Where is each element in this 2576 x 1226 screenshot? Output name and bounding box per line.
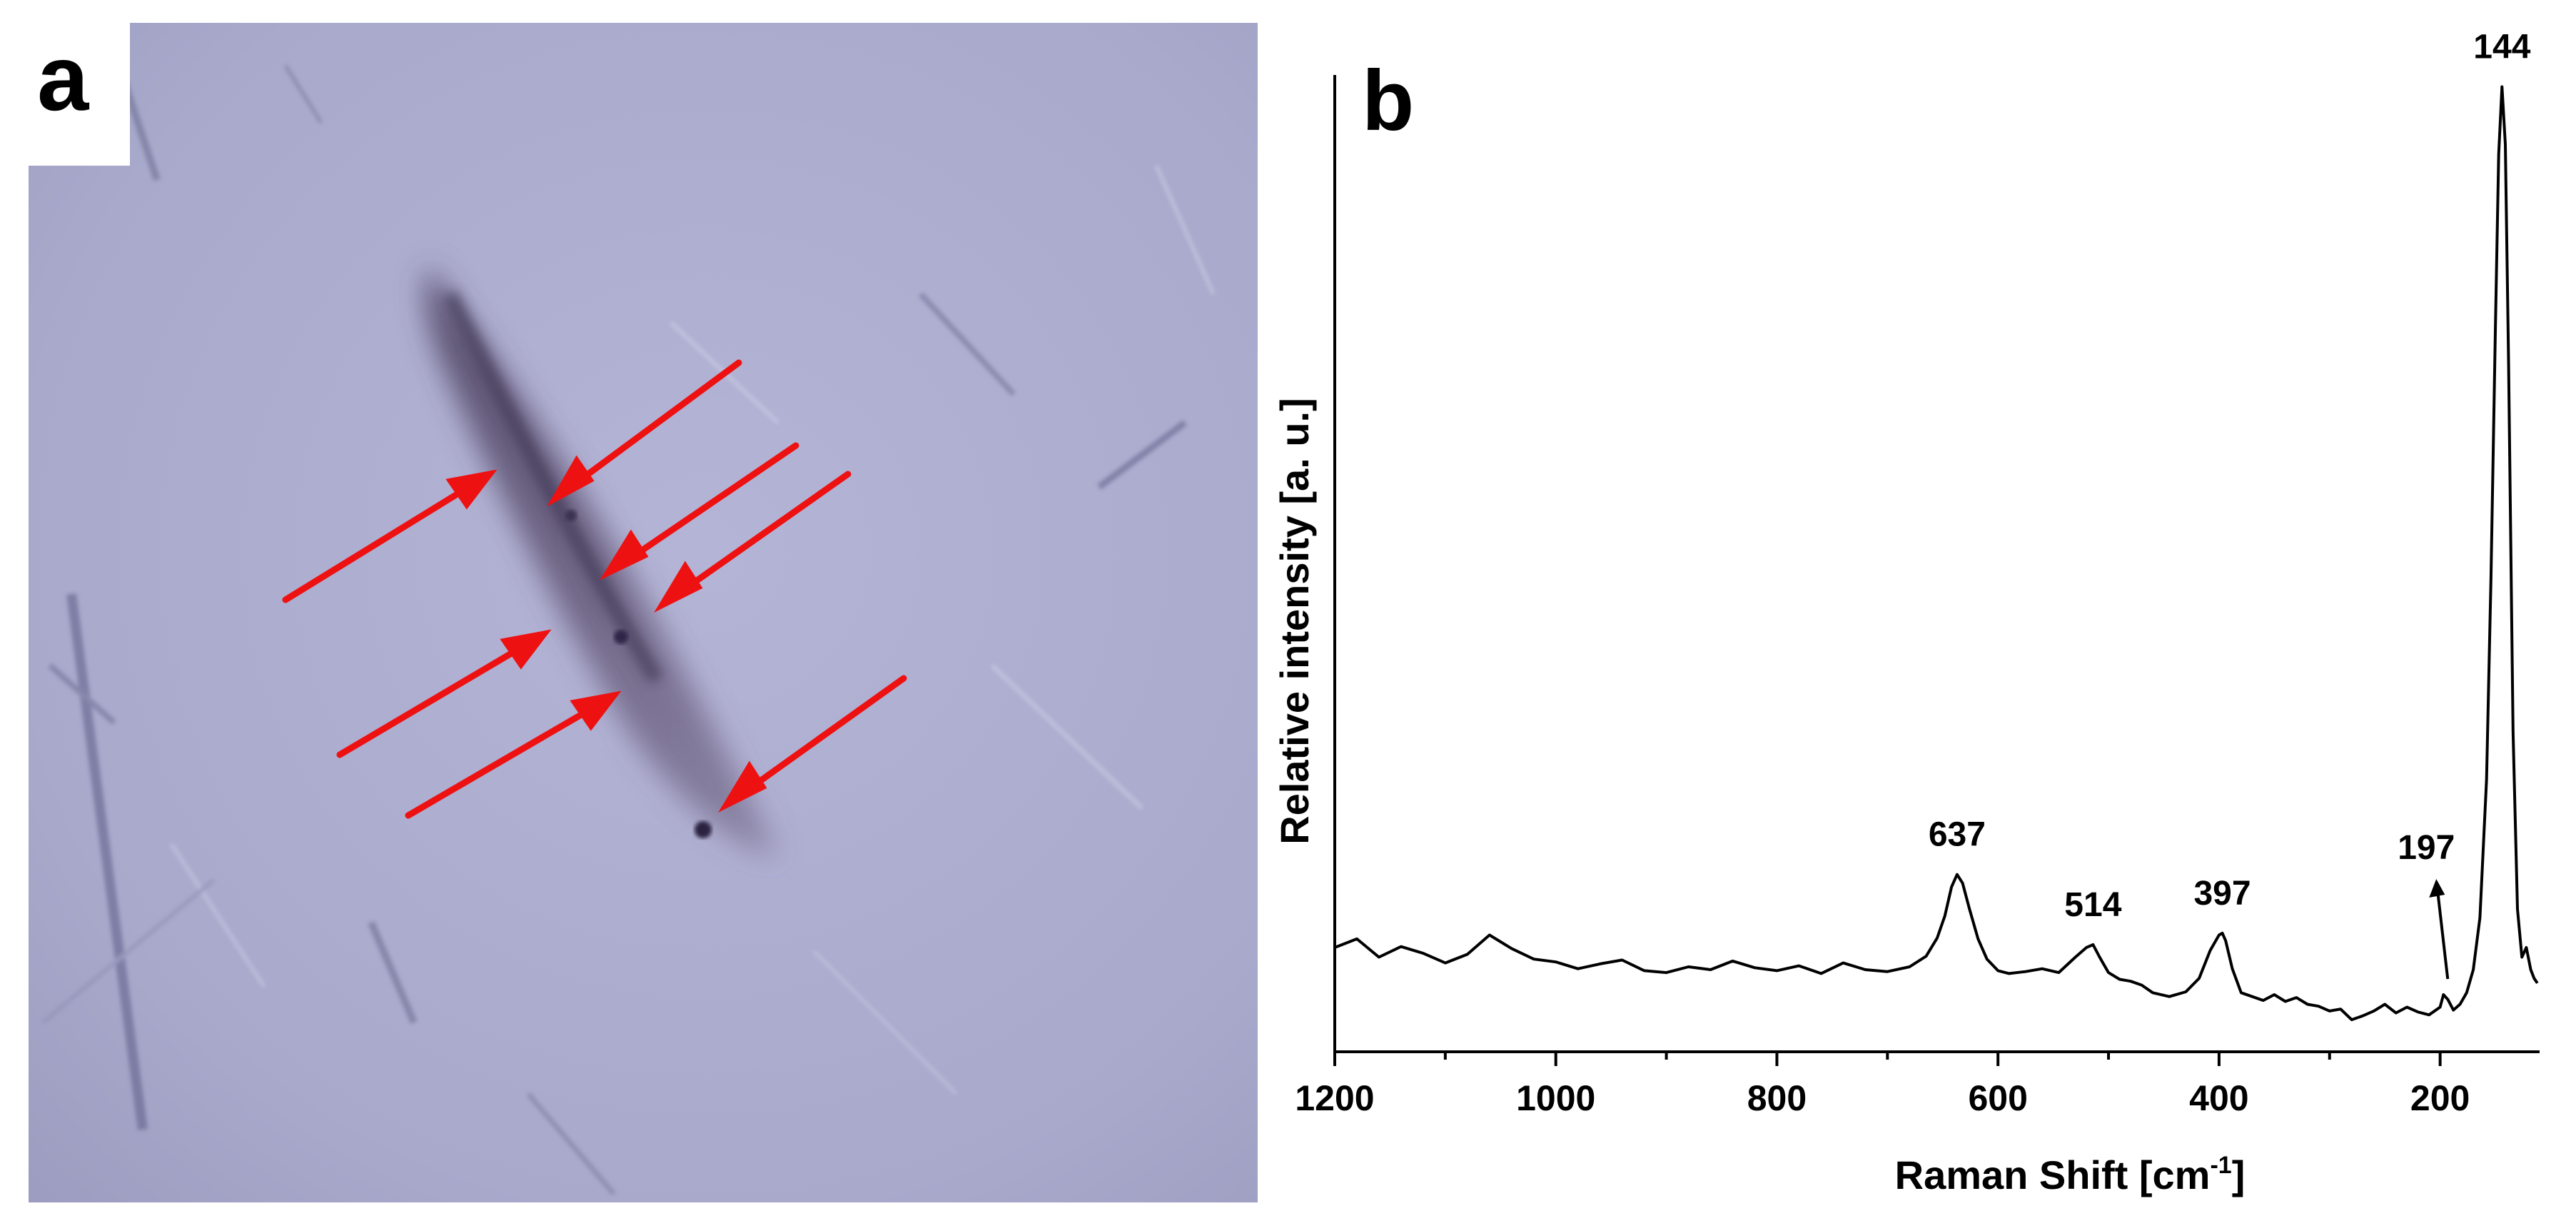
- peak-annotations: 144 637 514 397 197: [1929, 28, 2531, 980]
- x-axis-label: Raman Shift [cm-1]: [1895, 1152, 2246, 1197]
- x-tick-label: 1200: [1295, 1078, 1374, 1118]
- x-tick-label: 400: [2189, 1078, 2248, 1118]
- x-axis-label-end: ]: [2232, 1152, 2246, 1197]
- micrograph-texture: [41, 50, 1216, 1196]
- x-tick-label: 1000: [1516, 1078, 1595, 1118]
- arrow-7: [718, 675, 907, 813]
- peak-label: 514: [2064, 886, 2121, 924]
- arrow-6: [405, 690, 622, 819]
- x-axis-label-main: Raman Shift [cm: [1895, 1152, 2211, 1197]
- peak-label: 144: [2473, 28, 2530, 66]
- panel-a-label-box: [29, 23, 130, 166]
- x-tick-label: 600: [1968, 1078, 2027, 1118]
- micrograph-panel: a: [29, 23, 1258, 1202]
- peak-pointer-arrow: [2436, 891, 2450, 980]
- panel-b-label: b: [1362, 53, 1414, 149]
- raman-spectrum-line: [1334, 85, 2539, 1022]
- arrow-4: [654, 471, 852, 613]
- x-axis-label-superscript: -1: [2210, 1152, 2231, 1179]
- arrow-3: [600, 442, 799, 581]
- arrow-5: [336, 629, 552, 758]
- raman-chart: b 1200 1000 800 600 400 200 144 637 514 397 197 R…: [1272, 28, 2540, 1197]
- y-axis-label: Relative intensity [a. u.]: [1272, 398, 1317, 845]
- x-axis-ticks: 1200 1000 800 600 400 200: [1295, 1052, 2470, 1118]
- panel-a-label: a: [37, 26, 89, 130]
- peak-pointer-arrowhead: [2429, 879, 2445, 898]
- x-tick-label: 200: [2410, 1078, 2470, 1118]
- arrow-group: [282, 359, 907, 819]
- peak-label: 637: [1929, 816, 1986, 854]
- micrograph-image: [29, 23, 1258, 1202]
- arrow-2: [547, 359, 742, 507]
- x-tick-label: 800: [1747, 1078, 1807, 1118]
- arrow-1: [282, 469, 497, 603]
- dark-streak: [425, 266, 778, 858]
- chart-axes: [1333, 75, 2540, 1053]
- raman-chart-panel: b 1200 1000 800 600 400 200 144 637 514 397 197 R…: [1242, 0, 2576, 1226]
- chart-series: [1334, 85, 2539, 1022]
- peak-label: 397: [2193, 875, 2251, 913]
- peak-label: 197: [2398, 829, 2455, 867]
